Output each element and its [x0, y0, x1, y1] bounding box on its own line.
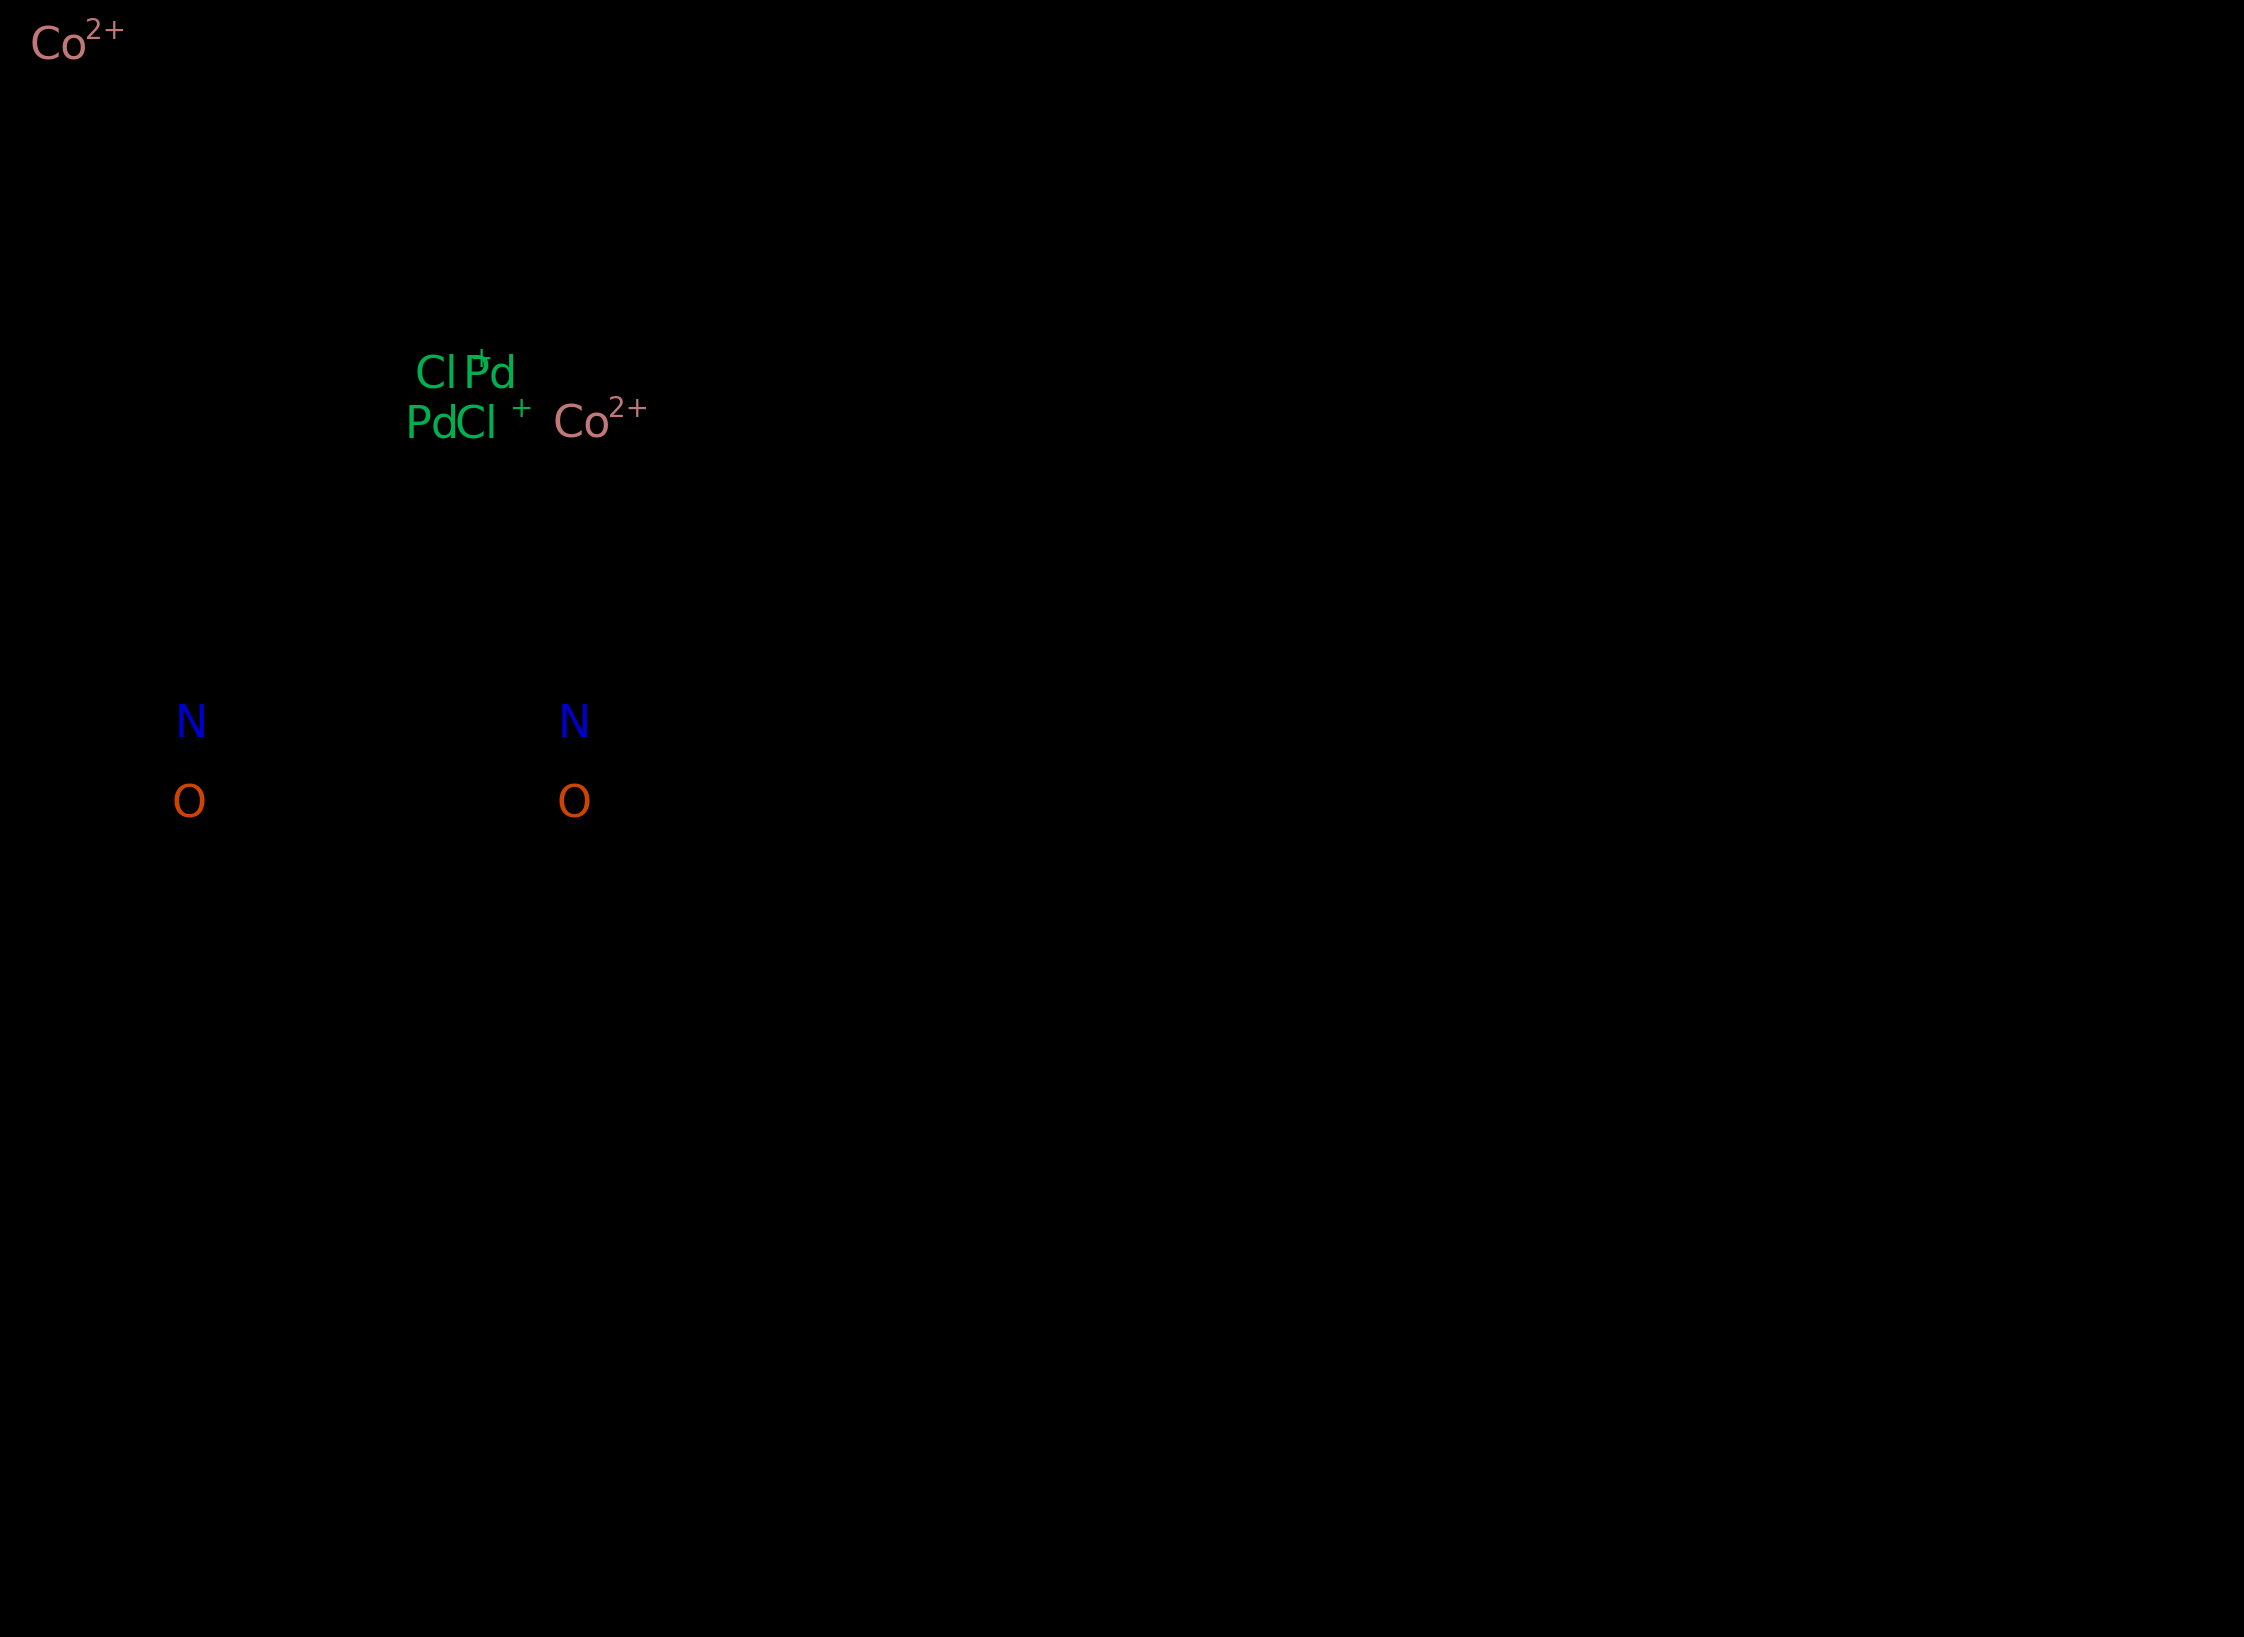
Text: 2+: 2+ — [608, 395, 649, 422]
Text: N: N — [175, 702, 209, 746]
Text: Pd: Pd — [404, 403, 460, 445]
Text: O: O — [557, 784, 592, 827]
Text: 2+: 2+ — [85, 16, 126, 44]
Text: +: + — [469, 345, 494, 373]
Text: O: O — [173, 784, 206, 827]
Text: Co: Co — [29, 25, 88, 69]
Text: Cl: Cl — [456, 403, 498, 445]
Text: Pd: Pd — [462, 354, 518, 396]
Text: N: N — [559, 702, 590, 746]
Text: +: + — [509, 395, 534, 422]
Text: Cl: Cl — [415, 354, 458, 396]
Text: Co: Co — [552, 403, 610, 445]
